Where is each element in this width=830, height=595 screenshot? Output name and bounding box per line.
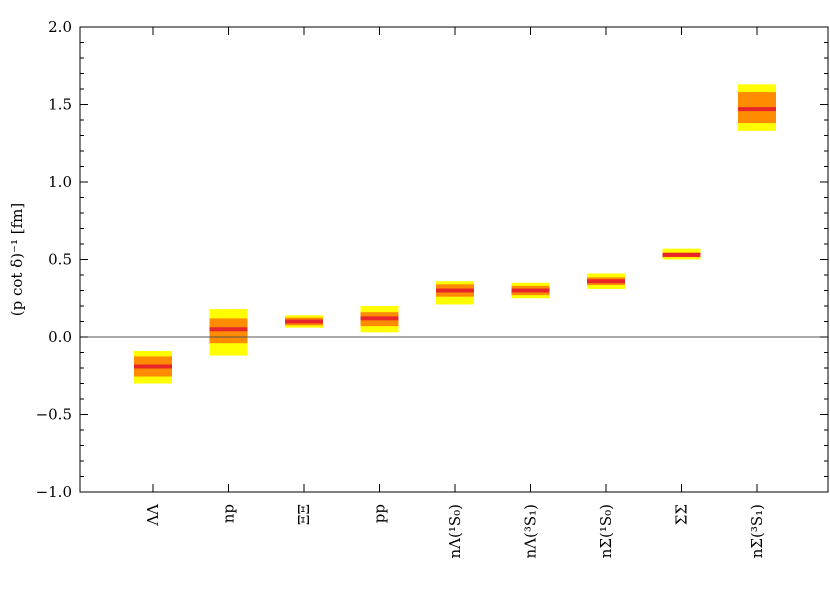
category-label: pp [371,504,389,523]
y-tick-label: 0.0 [48,328,72,346]
y-tick-label: −1.0 [36,483,72,501]
category-label: np [220,504,238,523]
y-tick-label: 1.0 [48,173,72,191]
data-point [511,282,550,299]
data-point [662,248,701,260]
y-tick-label: −0.5 [36,406,72,424]
category-label: ΛΛ [144,504,162,527]
data-point [587,273,625,289]
data-point [436,281,474,305]
y-axis-label: (p cot δ)⁻¹ [fm] [8,203,26,317]
data-point [285,315,323,328]
y-tick-label: 0.5 [48,251,72,269]
category-label: nΛ(¹S₀) [446,504,464,559]
bands-layer [134,84,776,384]
category-label: nΣ(³S₁) [748,504,766,558]
category-label: nΣ(¹S₀) [597,504,615,558]
axes-layer: −1.0 −0.5 0.0 0.5 1.0 1.5 2.0 ΛΛ np ΞΞ pp nΛ(¹S₀) nΛ… [36,18,829,559]
data-point [209,309,248,356]
category-label: ΣΣ [673,504,691,525]
data-point [134,350,172,384]
category-label: ΞΞ [295,504,313,525]
data-point [738,84,776,131]
category-label: nΛ(³S₁) [522,504,540,559]
y-tick-label: 1.5 [48,96,72,114]
y-tick-label: 2.0 [48,18,72,36]
plot-frame [79,26,829,493]
data-point [360,306,399,333]
